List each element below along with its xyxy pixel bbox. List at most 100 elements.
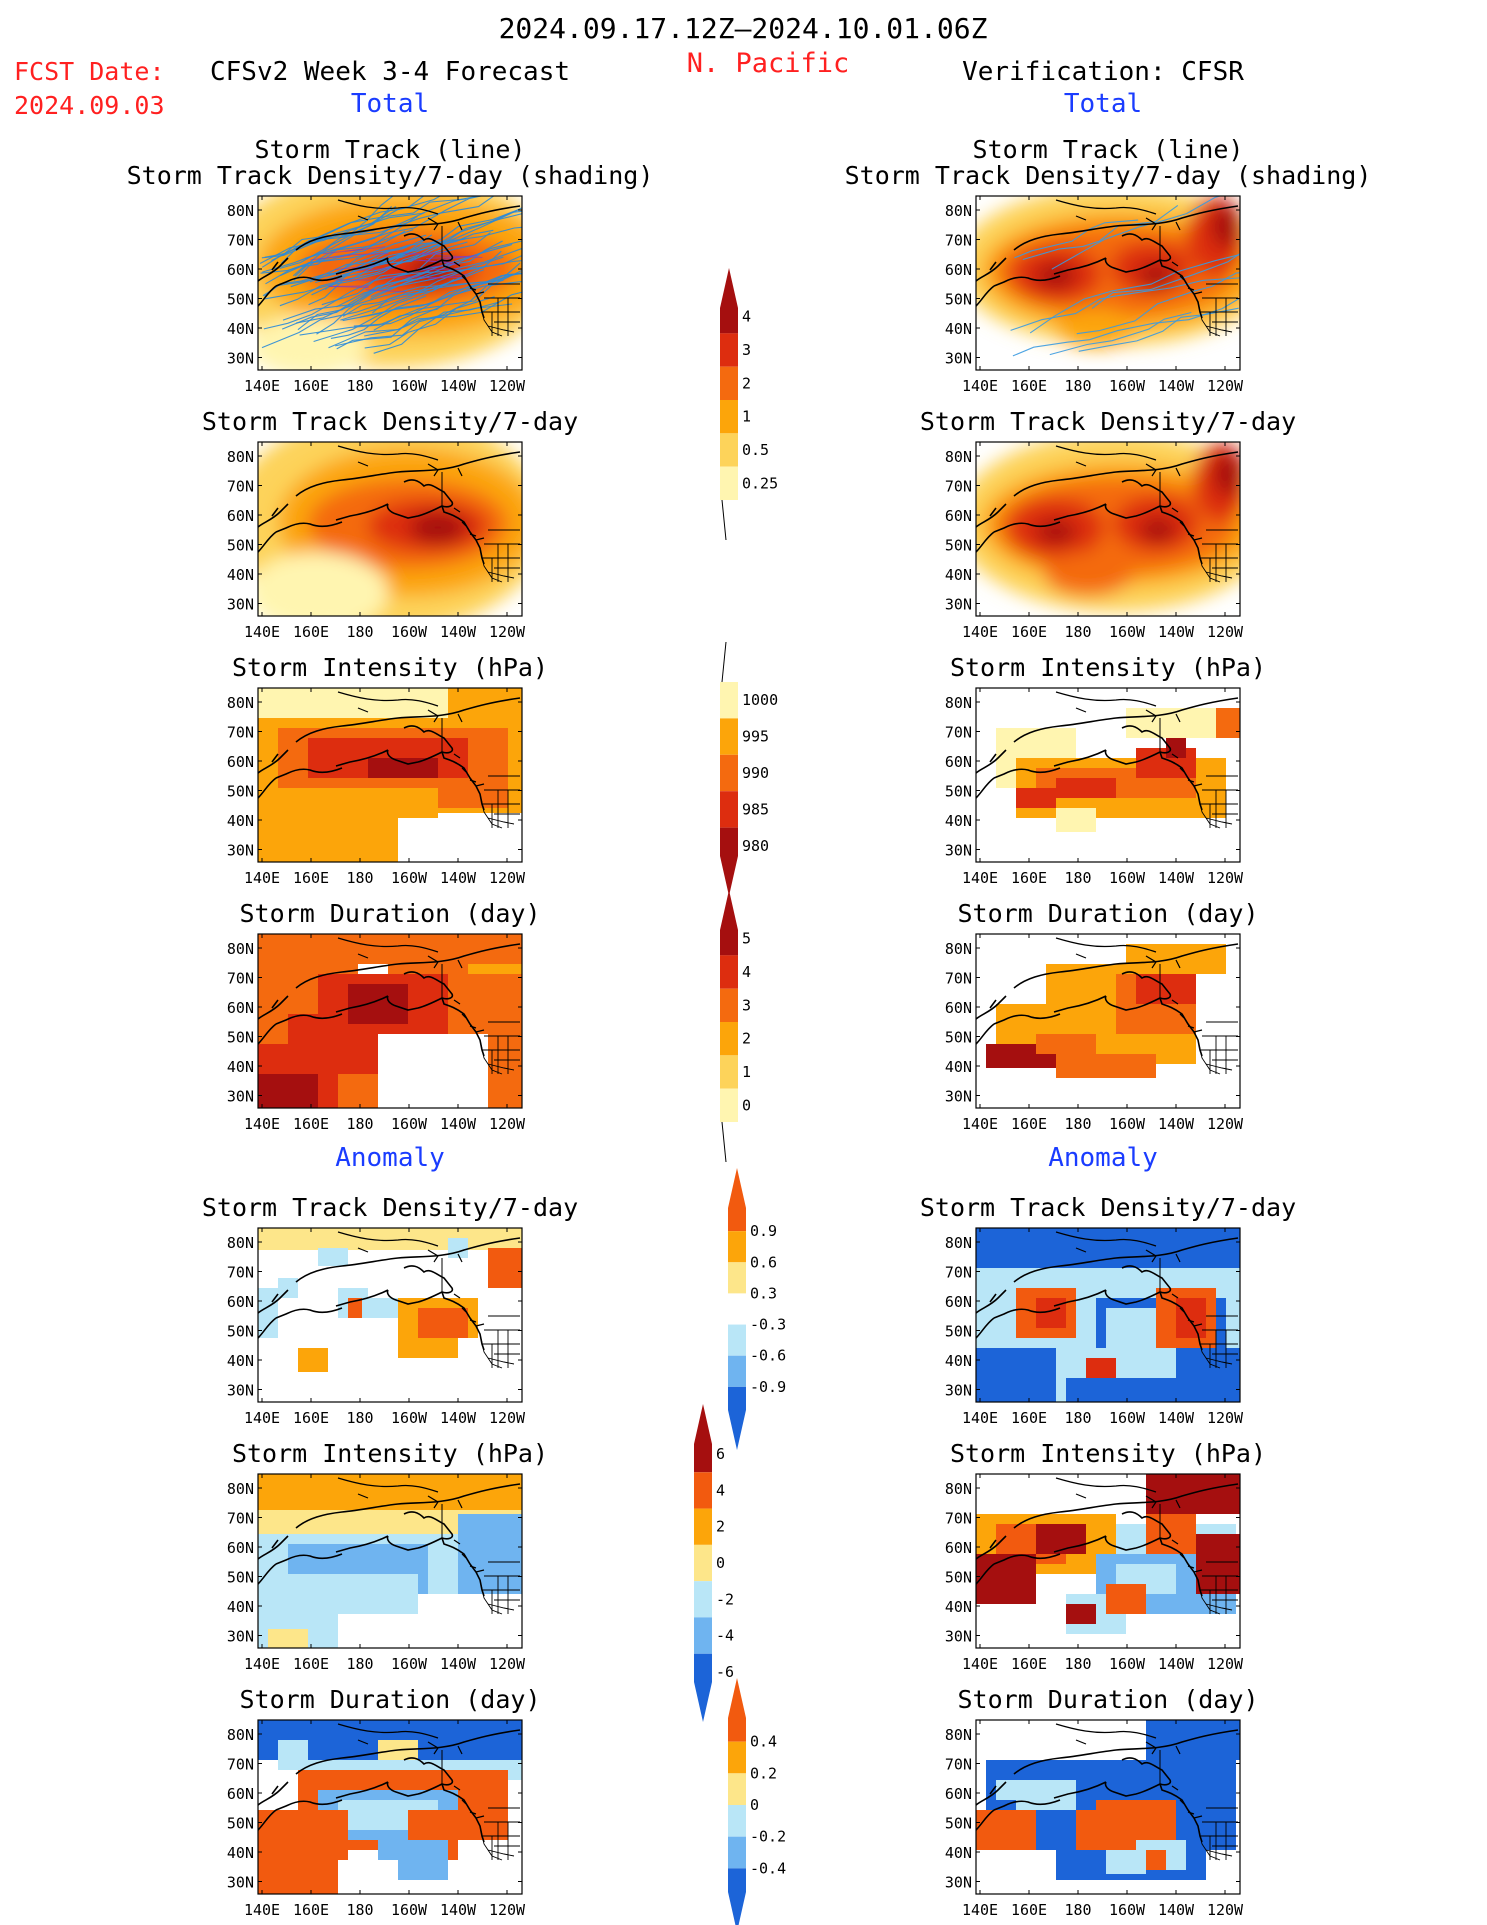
- colorbar-tick-label: -0.3: [750, 1316, 786, 1334]
- lon-tick-label: 160E: [293, 377, 329, 395]
- lat-tick-label: 40N: [945, 1844, 972, 1862]
- lat-tick-label: 60N: [945, 999, 972, 1017]
- lon-tick-label: 120W: [489, 1409, 526, 1427]
- panel-title: Storm Track Density/7-day: [920, 1193, 1296, 1222]
- lon-tick-label: 180: [1064, 1115, 1091, 1133]
- colorbar-tick-label: 0.4: [750, 1733, 777, 1751]
- colorbar-tick-label: 0: [742, 1096, 751, 1114]
- lon-tick-label: 160E: [1011, 1409, 1047, 1427]
- colorbar-tick-label: 0.2: [750, 1764, 777, 1782]
- colorbar-tick-label: 995: [742, 728, 769, 746]
- lat-tick-label: 80N: [227, 694, 254, 712]
- colorbar-tick-label: 5: [742, 930, 751, 948]
- anomaly-section-label-left: Anomaly: [335, 1143, 445, 1173]
- anomaly-section-label-right: Anomaly: [1048, 1143, 1158, 1173]
- lat-tick-label: 30N: [945, 596, 972, 614]
- lat-tick-label: 80N: [227, 1726, 254, 1744]
- lon-tick-label: 140W: [1158, 1655, 1195, 1673]
- lat-tick-label: 80N: [227, 448, 254, 466]
- fcst-label: FCST Date:: [14, 57, 165, 86]
- lat-tick-label: 30N: [227, 1382, 254, 1400]
- map-panel-left-1: Storm Track (line)Storm Track Density/7-…: [127, 135, 654, 395]
- lat-tick-label: 40N: [945, 320, 972, 338]
- lon-tick-label: 140W: [440, 623, 477, 641]
- colorbar-tick-label: 2: [716, 1518, 725, 1536]
- right-column-title: Verification: CFSR: [962, 57, 1244, 87]
- lat-tick-label: 60N: [945, 753, 972, 771]
- lon-tick-label: 160E: [293, 1901, 329, 1919]
- lat-tick-label: 50N: [945, 1569, 972, 1587]
- lon-tick-label: 160E: [1011, 869, 1047, 887]
- lon-tick-label: 140E: [962, 1115, 998, 1133]
- lon-tick-label: 160E: [1011, 377, 1047, 395]
- colorbar-tick-label: -0.6: [750, 1347, 786, 1365]
- panel-title: Storm Duration (day): [957, 1685, 1258, 1714]
- colorbar-tick-label: 4: [742, 963, 751, 981]
- lat-tick-label: 80N: [945, 694, 972, 712]
- colorbar-duration-anom: 0.4 0.2 0 -0.2 -0.4: [728, 1678, 786, 1925]
- lon-tick-label: 140W: [440, 869, 477, 887]
- lat-tick-label: 50N: [227, 1569, 254, 1587]
- left-column-title: CFSv2 Week 3-4 Forecast: [210, 57, 570, 87]
- shading: [258, 1720, 522, 1894]
- lon-tick-label: 180: [346, 869, 373, 887]
- lon-tick-label: 120W: [489, 623, 526, 641]
- lat-tick-label: 50N: [227, 291, 254, 309]
- colorbar-tick-label: 6: [716, 1445, 725, 1463]
- lat-tick-label: 40N: [945, 812, 972, 830]
- lat-tick-label: 70N: [945, 970, 972, 988]
- lat-tick-label: 80N: [945, 1480, 972, 1498]
- lat-tick-label: 70N: [945, 1510, 972, 1528]
- panel-title: Storm Track Density/7-day (shading): [845, 161, 1372, 190]
- lon-tick-label: 140W: [440, 1655, 477, 1673]
- map-panel-right-2: Storm Track Density/7-day 80N 70N 60N 50N 40N…: [920, 407, 1296, 641]
- lat-tick-label: 60N: [227, 507, 254, 525]
- lat-tick-label: 40N: [227, 1598, 254, 1616]
- colorbar-tick-label: 0: [750, 1796, 759, 1814]
- panel-title: Storm Track Density/7-day: [920, 407, 1296, 436]
- colorbar-tick-label: -4: [716, 1627, 734, 1645]
- lon-tick-label: 140E: [962, 1655, 998, 1673]
- lon-tick-label: 120W: [1207, 623, 1244, 641]
- shading: [258, 688, 522, 862]
- lon-tick-label: 160W: [391, 377, 428, 395]
- colorbar-tick-label: -0.2: [750, 1828, 786, 1846]
- lon-tick-label: 180: [1064, 1901, 1091, 1919]
- lat-tick-label: 70N: [227, 970, 254, 988]
- map-panel-left-6: Storm Intensity (hPa) 80N 70N 60N 50N 40N 30N 1…: [227, 1439, 548, 1673]
- colorbar-tick-label: -6: [716, 1663, 734, 1681]
- panel-title: Storm Track Density/7-day: [202, 1193, 578, 1222]
- shading: [996, 708, 1240, 832]
- lon-tick-label: 160E: [293, 869, 329, 887]
- lon-tick-label: 140E: [244, 1115, 280, 1133]
- lat-tick-label: 50N: [945, 1029, 972, 1047]
- lat-tick-label: 40N: [227, 566, 254, 584]
- colorbar-tick-label: 0.6: [750, 1253, 777, 1271]
- colorbar-tick-label: 1: [742, 1063, 751, 1081]
- lat-tick-label: 30N: [227, 596, 254, 614]
- lat-tick-label: 60N: [227, 261, 254, 279]
- lon-tick-label: 140E: [962, 623, 998, 641]
- lat-tick-label: 40N: [227, 1058, 254, 1076]
- lat-tick-label: 30N: [227, 1088, 254, 1106]
- colorbar-tick-label: 985: [742, 800, 769, 818]
- storm-track-lines: [1010, 196, 1240, 357]
- lon-tick-label: 120W: [1207, 1655, 1244, 1673]
- lat-tick-label: 50N: [227, 1029, 254, 1047]
- lat-tick-label: 80N: [945, 202, 972, 220]
- shading: [258, 1228, 522, 1372]
- colorbar-tick-label: 3: [742, 341, 751, 359]
- lon-tick-label: 180: [346, 1115, 373, 1133]
- lon-tick-label: 160W: [391, 623, 428, 641]
- lon-tick-label: 180: [346, 623, 373, 641]
- lon-tick-label: 160W: [391, 1115, 428, 1133]
- lat-tick-label: 60N: [227, 1293, 254, 1311]
- lon-tick-label: 160E: [293, 1409, 329, 1427]
- lat-tick-label: 40N: [945, 1598, 972, 1616]
- lon-tick-label: 140E: [962, 1901, 998, 1919]
- lat-tick-label: 60N: [945, 1293, 972, 1311]
- lat-tick-label: 30N: [945, 1382, 972, 1400]
- lat-tick-label: 50N: [945, 1815, 972, 1833]
- lon-tick-label: 140W: [1158, 377, 1195, 395]
- shading: [258, 1474, 522, 1648]
